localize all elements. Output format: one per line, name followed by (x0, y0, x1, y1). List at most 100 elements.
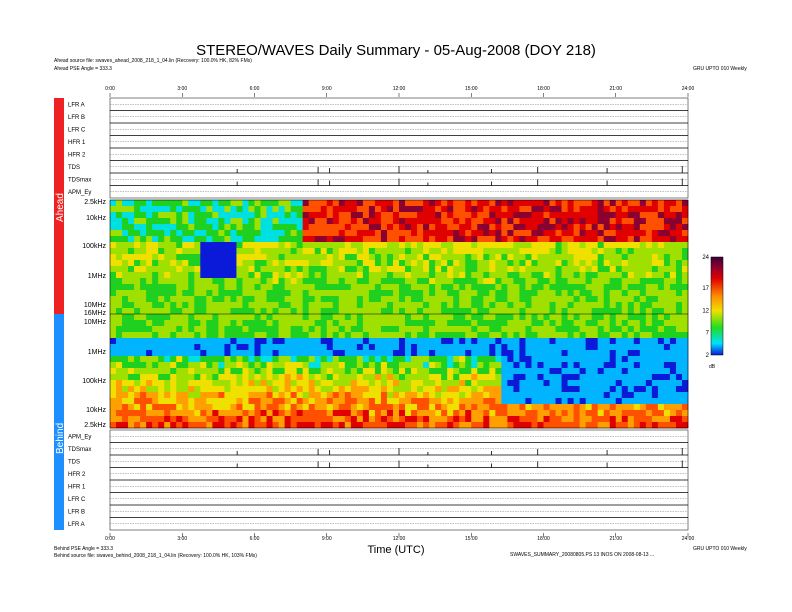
spectrogram-cell (236, 368, 243, 375)
spectrogram-cell (459, 296, 466, 303)
spectrogram-cell (453, 386, 460, 393)
spectrogram-cell (411, 224, 418, 231)
spectrogram-cell (669, 224, 677, 231)
spectrogram-cell (368, 266, 376, 273)
spectrogram-cell (260, 272, 267, 279)
spectrogram-cell (657, 218, 665, 225)
spectrogram-cell (579, 362, 586, 369)
spectrogram-cell (188, 332, 195, 339)
spectrogram-cell (392, 302, 400, 309)
spectrogram-cell (489, 266, 496, 273)
panel-label: HFR 2 (68, 152, 86, 158)
spectrogram-cell (386, 404, 394, 411)
spectrogram-cell (501, 374, 508, 381)
spectrogram-cell (525, 278, 532, 285)
spectrogram-cell (392, 320, 400, 327)
spectrogram-cell (116, 374, 123, 381)
spectrogram-cell (134, 284, 141, 291)
spectrogram-cell (591, 380, 598, 387)
spectrogram-cell (471, 422, 478, 429)
spectrogram-cell (326, 302, 334, 309)
spectrogram-cell (128, 374, 135, 381)
spectrogram-cell (152, 284, 159, 291)
spectrogram-cell (344, 278, 352, 285)
spectrogram-cell (362, 326, 370, 333)
spectrogram-cell (555, 296, 562, 303)
spectrogram-cell (218, 326, 225, 333)
spectrogram-cell (320, 374, 328, 381)
spectrogram-cell (519, 230, 526, 237)
spectrogram-cell (585, 278, 592, 285)
spectrogram-cell (188, 290, 195, 297)
behind-angle: Behind PSE Angle = 333.3 (54, 546, 114, 552)
spectrogram-cell (417, 368, 424, 375)
spectrogram-cell (585, 386, 592, 393)
spectrogram-cell (362, 416, 370, 423)
spectrogram-cell (441, 398, 448, 405)
spectrogram-cell (254, 242, 261, 249)
spectrogram-cell (242, 338, 249, 345)
spectrogram-cell (615, 266, 623, 273)
spectrogram-cell (495, 398, 502, 405)
spectrogram-cell (296, 356, 303, 363)
spectrogram-cell (110, 338, 117, 345)
spectrogram-cell (489, 398, 496, 405)
spectrogram-cell (200, 242, 207, 249)
spectrogram-cell (278, 260, 285, 267)
spectrogram-cell (140, 374, 147, 381)
spectrogram-cell (158, 326, 165, 333)
spectrogram-cell (368, 398, 376, 405)
spectrogram-cell (188, 338, 195, 345)
spectrogram-cell (380, 320, 388, 327)
spectrogram-cell (170, 278, 177, 285)
spectrogram-cell (591, 410, 598, 417)
spectrogram-cell (627, 338, 635, 345)
spectrogram-cell (356, 332, 364, 339)
spectrogram-cell (116, 236, 123, 243)
spectrogram-cell (176, 362, 183, 369)
spectrogram-cell (338, 380, 346, 387)
spectrogram-cell (278, 302, 285, 309)
spectrogram-cell (627, 260, 635, 267)
spectrogram-cell (513, 302, 520, 309)
spectrogram-cell (597, 416, 605, 423)
spectrogram-cell (188, 212, 195, 219)
spectrogram-cell (675, 392, 683, 399)
spectrogram-cell (248, 320, 255, 327)
spectrogram-cell (290, 416, 297, 423)
spectrogram-cell (453, 278, 460, 285)
spectrogram-cell (513, 230, 520, 237)
spectrogram-cell (302, 218, 309, 225)
spectrogram-cell (435, 338, 442, 345)
spectrogram-cell (675, 332, 683, 339)
spectrogram-cell (609, 374, 617, 381)
spectrogram-cell (663, 398, 671, 405)
spectrogram-cell (224, 392, 231, 399)
spectrogram-cell (248, 374, 255, 381)
spectrogram-cell (140, 206, 147, 213)
spectrogram-cell (441, 242, 448, 249)
spectrogram-cell (284, 302, 291, 309)
spectrogram-cell (290, 272, 297, 279)
spectrogram-cell (435, 248, 442, 255)
spectrogram-cell (507, 260, 514, 267)
spectrogram-cell (561, 308, 568, 315)
spectrogram-cell (374, 254, 382, 261)
spectrogram-cell (477, 320, 484, 327)
spectrogram-cell (489, 332, 496, 339)
spectrogram-cell (615, 224, 623, 231)
spectrogram-cell (657, 392, 665, 399)
spectrogram-cell (170, 320, 177, 327)
spectrogram-cell (290, 344, 297, 351)
spectrogram-cell (615, 422, 623, 429)
spectrogram-cell (350, 356, 358, 363)
spectrogram-cell (411, 398, 418, 405)
spectrogram-cell (308, 212, 316, 219)
spectrogram-cell (669, 320, 677, 327)
spectrogram-cell (122, 374, 129, 381)
spectrogram-cell (639, 326, 647, 333)
spectrogram-cell (603, 266, 611, 273)
spectrogram-cell (591, 404, 598, 411)
spectrogram-cell (513, 254, 520, 261)
spectrogram-cell (513, 344, 520, 351)
